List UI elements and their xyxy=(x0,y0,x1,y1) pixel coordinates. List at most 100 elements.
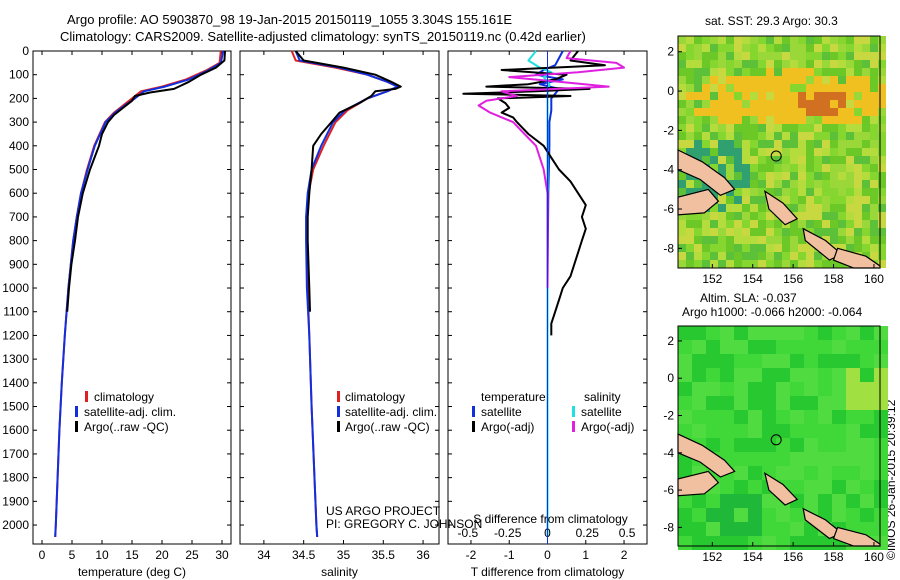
sla-map-title-1: Altim. SLA: -0.037 xyxy=(700,291,797,305)
sla_map-cell xyxy=(776,466,790,480)
sst_map-cell xyxy=(702,60,710,68)
sst_map-cell xyxy=(766,180,774,188)
sla_map-cell xyxy=(832,508,846,522)
sst_map-cell xyxy=(870,108,878,116)
sst_map-cell xyxy=(846,196,854,204)
sla_map-cell xyxy=(846,480,860,494)
sst_map-cell xyxy=(702,132,710,140)
sst_map-cell xyxy=(854,124,862,132)
sst_map-cell xyxy=(830,76,838,84)
sst_map-cell xyxy=(838,100,846,108)
sst_map-cell xyxy=(790,148,798,156)
sst_map-cell xyxy=(790,84,798,92)
sst_map-cell xyxy=(734,188,742,196)
sst_map-cell xyxy=(774,76,782,84)
sst_map-cell xyxy=(686,140,694,148)
sst_map-cell xyxy=(774,244,782,252)
sst_map-cell xyxy=(782,84,790,92)
sst_map-cell xyxy=(798,140,806,148)
sla_map-cell xyxy=(762,424,776,438)
sst_map-cell xyxy=(742,124,750,132)
sst_map-cell xyxy=(710,132,718,140)
sst_map-cell xyxy=(750,196,758,204)
sst_map-cell xyxy=(814,44,822,52)
sst_map-cell xyxy=(702,252,710,260)
legend-swatch-s-satellite xyxy=(572,406,575,417)
figure-title-line-1: Argo profile: AO 5903870_98 19-Jan-2015 … xyxy=(67,12,513,27)
sst_map-cell xyxy=(726,60,734,68)
sst_map-cell xyxy=(726,244,734,252)
sst_map-cell xyxy=(750,204,758,212)
sst_map-cell xyxy=(790,260,798,268)
sst_map-cell xyxy=(854,68,862,76)
sla_map-cell xyxy=(748,452,762,466)
difference-s-axis-label: S difference from climatology xyxy=(473,512,628,526)
sst_map-cell xyxy=(782,36,790,44)
sla_map-cell xyxy=(748,480,762,494)
sst_map-cell xyxy=(846,228,854,236)
sla_map-cell xyxy=(776,536,790,550)
sst_map-cell xyxy=(830,228,838,236)
sst_map-xtick-label: 154 xyxy=(743,272,763,286)
sst_map-cell xyxy=(862,212,870,220)
sst_map-cell xyxy=(742,60,750,68)
sst_map-cell xyxy=(718,252,726,260)
sla_map-cell xyxy=(832,452,846,466)
sla_map-cell xyxy=(720,354,734,368)
sst_map-cell xyxy=(758,68,766,76)
sst_map-cell xyxy=(734,84,742,92)
sst_map-cell xyxy=(766,132,774,140)
sla_map-cell xyxy=(832,480,846,494)
sst_map-cell xyxy=(702,116,710,124)
salinity-xtick-label: 36 xyxy=(416,548,430,562)
sst_map-cell xyxy=(710,204,718,212)
sla_map-cell xyxy=(790,508,804,522)
sla_map-cell xyxy=(846,382,860,396)
sst_map-cell xyxy=(806,36,814,44)
sst_map-cell xyxy=(702,156,710,164)
sst_map-cell xyxy=(710,124,718,132)
sst_map-cell xyxy=(838,60,846,68)
sst_map-cell xyxy=(862,60,870,68)
sla_map-cell xyxy=(692,508,706,522)
sst_map-cell xyxy=(862,180,870,188)
sst_map-cell xyxy=(814,52,822,60)
sst_map-cell xyxy=(718,36,726,44)
sla_map-cell xyxy=(706,536,720,550)
sla_map-cell xyxy=(748,536,762,550)
sst_map-cell xyxy=(790,132,798,140)
sst_map-cell xyxy=(790,188,798,196)
sst_map-cell xyxy=(742,116,750,124)
sla_map-cell xyxy=(762,452,776,466)
sst_map-cell xyxy=(734,156,742,164)
sst_map-cell xyxy=(726,204,734,212)
sst_map-cell xyxy=(758,172,766,180)
sst_map-cell xyxy=(782,92,790,100)
sst_map-cell xyxy=(710,44,718,52)
sst_map-cell xyxy=(838,84,846,92)
sst_map-cell xyxy=(726,228,734,236)
sst_map-cell xyxy=(862,76,870,84)
sst_map-cell xyxy=(782,244,790,252)
sst_map-cell xyxy=(742,180,750,188)
sst_map-cell xyxy=(774,140,782,148)
sst_map-cell xyxy=(718,260,726,268)
sst_map-cell xyxy=(878,100,886,108)
sst_map-land xyxy=(763,189,799,226)
sst_map-cell xyxy=(742,164,750,172)
sst_map-cell xyxy=(862,156,870,164)
sst_map-cell xyxy=(678,92,686,100)
sst_map-cell xyxy=(822,84,830,92)
sst_map-cell xyxy=(694,228,702,236)
sst_map-cell xyxy=(694,236,702,244)
sst_map-cell xyxy=(702,76,710,84)
sst_map-cell xyxy=(846,108,854,116)
sla_map-cell xyxy=(804,494,818,508)
sst_map-cell xyxy=(686,84,694,92)
sst_map-cell xyxy=(782,196,790,204)
sst_map-cell xyxy=(758,244,766,252)
salinity-xtick-label: 35.5 xyxy=(372,548,396,562)
sst_map-cell xyxy=(782,52,790,60)
sst_map-cell xyxy=(846,84,854,92)
